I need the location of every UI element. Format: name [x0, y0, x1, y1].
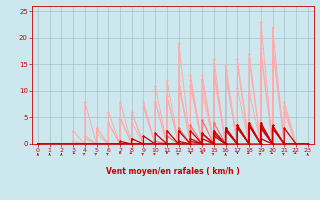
X-axis label: Vent moyen/en rafales ( km/h ): Vent moyen/en rafales ( km/h ) [106, 167, 240, 176]
